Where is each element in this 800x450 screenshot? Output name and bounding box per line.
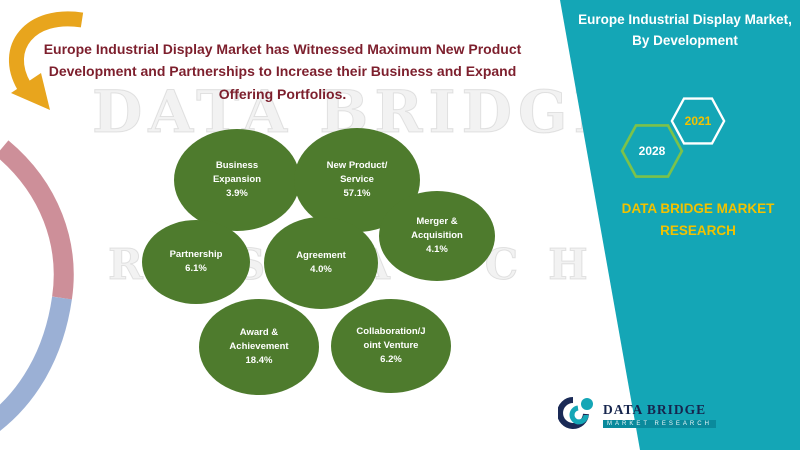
bubble-label: Agreement 4.0%	[296, 250, 346, 275]
watermark-logo	[0, 140, 74, 431]
logo-icon	[558, 397, 593, 429]
bubble-award-achievement: Award & Achievement 18.4%	[199, 299, 319, 395]
bubble-partnership: Partnership 6.1%	[142, 220, 250, 304]
year-start-label: 2028	[638, 144, 666, 158]
logo: DATA BRIDGE MARKET RESEARCH	[558, 394, 716, 436]
logo-tagline: MARKET RESEARCH	[603, 420, 716, 428]
bubble-label: New Product/Service 57.1%	[326, 160, 388, 199]
bubble-business-expansion: Business Expansion 3.9%	[174, 129, 300, 231]
logo-name: DATA BRIDGE	[603, 402, 707, 417]
logo-text: DATA BRIDGE MARKET RESEARCH	[603, 402, 716, 428]
curved-arrow-icon	[8, 11, 84, 110]
bubble-agreement: Agreement 4.0%	[264, 217, 378, 309]
hexagon-2021: 2021	[670, 96, 726, 146]
bubble-label: Merger & Acquisition 4.1%	[411, 216, 463, 255]
bubble-label: Award & Achievement 18.4%	[229, 327, 289, 366]
hexagon-2028: 2028	[620, 122, 684, 180]
bubble-collaboration-joint-venture: Collaboration/J oint Venture 6.2%	[331, 299, 451, 393]
headline: Europe Industrial Display Market has Wit…	[43, 41, 522, 102]
brand-name: DATA BRIDGE MARKET RESEARCH	[621, 201, 775, 238]
panel-title: Europe Industrial Display Market, By Dev…	[578, 12, 792, 48]
bubble-merger-acquisition: Merger & Acquisition 4.1%	[379, 191, 495, 281]
bubble-label: Collaboration/J oint Venture 6.2%	[356, 326, 426, 365]
bubble-label: Partnership 6.1%	[169, 249, 223, 274]
year-end-label: 2021	[684, 114, 712, 128]
bubble-label: Business Expansion 3.9%	[212, 160, 262, 199]
